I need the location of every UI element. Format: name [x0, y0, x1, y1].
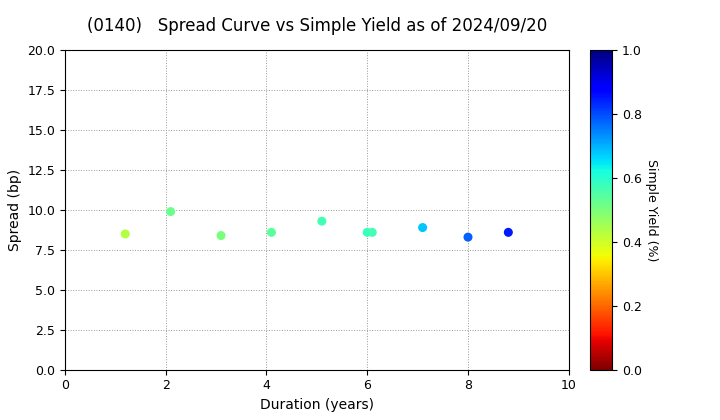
Point	[361, 229, 373, 236]
Point	[417, 224, 428, 231]
Point	[215, 232, 227, 239]
Point	[120, 231, 131, 237]
Y-axis label: Spread (bp): Spread (bp)	[8, 169, 22, 251]
Point	[462, 234, 474, 241]
Y-axis label: Simple Yield (%): Simple Yield (%)	[645, 159, 658, 261]
Point	[503, 229, 514, 236]
Text: (0140)   Spread Curve vs Simple Yield as of 2024/09/20: (0140) Spread Curve vs Simple Yield as o…	[86, 17, 547, 35]
Point	[316, 218, 328, 225]
Point	[266, 229, 277, 236]
Point	[366, 229, 378, 236]
Point	[165, 208, 176, 215]
X-axis label: Duration (years): Duration (years)	[260, 398, 374, 412]
